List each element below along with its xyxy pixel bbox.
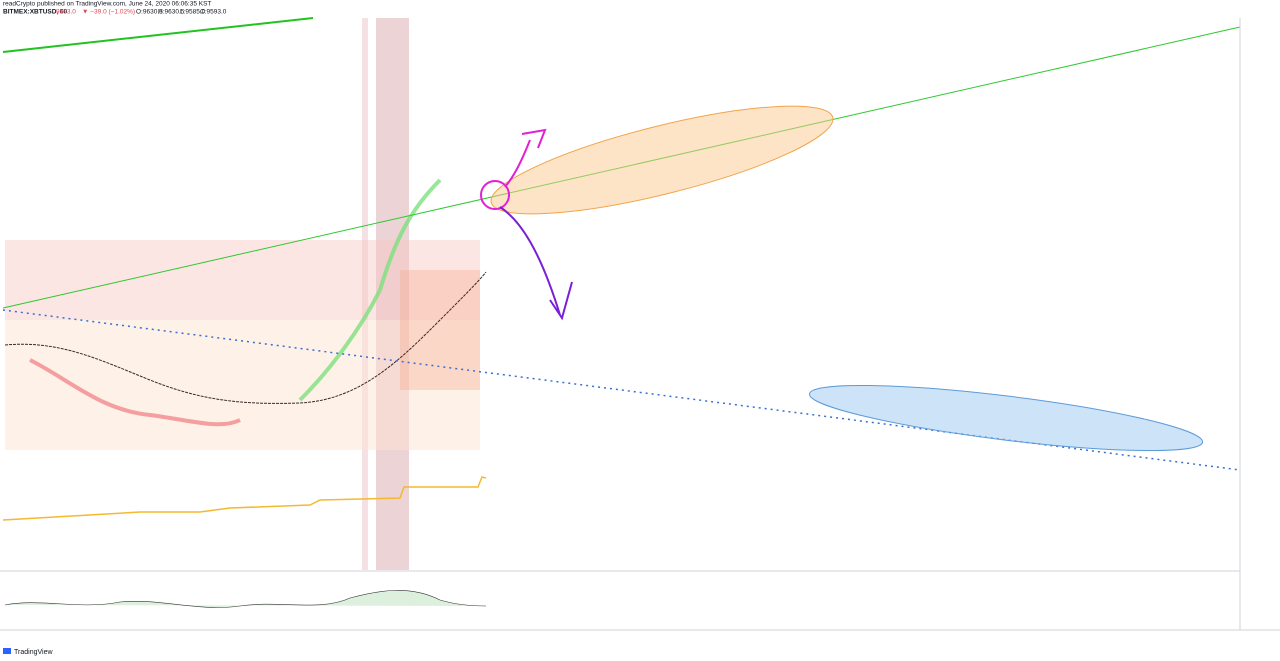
session-band bbox=[362, 18, 368, 570]
volume-indicator bbox=[4, 590, 487, 608]
brand-logo bbox=[3, 648, 11, 654]
session-band bbox=[376, 18, 409, 570]
symbol: BITMEX:XBTUSD, 60 bbox=[3, 9, 68, 16]
publisher: readCrypto published on TradingView.com,… bbox=[3, 1, 211, 8]
ellipse-target bbox=[808, 384, 1204, 452]
trend-line bbox=[2, 17, 314, 53]
baseline-indicator bbox=[2, 476, 487, 521]
moving-average bbox=[29, 358, 241, 427]
cloud bbox=[400, 270, 480, 390]
arrow-up bbox=[504, 128, 547, 188]
header: readCrypto published on TradingView.com,… bbox=[3, 1, 227, 16]
circle-mark bbox=[480, 180, 510, 210]
moving-average bbox=[298, 178, 442, 402]
ohlc-high: H:9630.5 bbox=[158, 9, 185, 16]
ohlc-close: C:9593.0 bbox=[200, 9, 227, 16]
change: ▼ −39.0 (−1.02%) bbox=[82, 9, 135, 16]
ohlc-low: L:9585.0 bbox=[180, 9, 206, 16]
footer-brand: TradingView bbox=[14, 649, 53, 656]
drawings bbox=[2, 17, 1241, 471]
volume-pane bbox=[4, 590, 487, 608]
ellipse-target bbox=[490, 105, 834, 215]
last-price: 9593.0 bbox=[56, 9, 76, 16]
moving-average bbox=[4, 271, 487, 404]
indicators bbox=[2, 18, 487, 570]
arrow-down bbox=[499, 206, 573, 321]
ohlc-open: O:9630.5 bbox=[136, 9, 163, 16]
